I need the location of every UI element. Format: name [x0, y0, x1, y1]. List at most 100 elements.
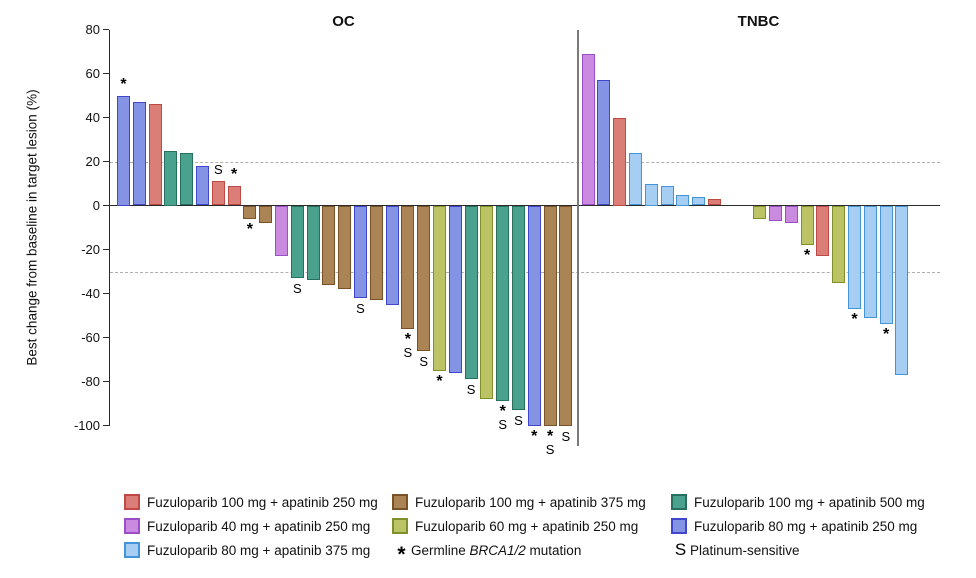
brca-mutation-mark: *	[246, 220, 253, 238]
legend-label: Fuzuloparib 40 mg + apatinib 250 mg	[147, 518, 371, 534]
bar	[676, 194, 690, 206]
y-axis-tick-label: 20	[85, 153, 100, 169]
bar	[628, 152, 642, 206]
platinum-sensitive-mark: S	[561, 428, 571, 444]
bar	[769, 205, 782, 221]
group-title-oc: OC	[332, 13, 355, 30]
y-axis-tick	[102, 292, 109, 295]
y-axis-tick-label: 40	[85, 109, 100, 125]
legend-label: Fuzuloparib 100 mg + apatinib 375 mg	[415, 494, 646, 510]
bar	[559, 205, 573, 426]
brca-mutation-mark: *	[230, 165, 238, 183]
bar	[369, 205, 383, 301]
bar	[275, 205, 288, 257]
bar	[401, 205, 415, 329]
legend: Fuzuloparib 100 mg + apatinib 250 mg Fuzu…	[0, 482, 976, 566]
legend-label: Fuzuloparib 100 mg + apatinib 250 mg	[147, 494, 378, 510]
bar	[753, 205, 767, 219]
bar	[417, 205, 431, 351]
bar	[707, 198, 721, 206]
brca-mutation-mark: *	[851, 310, 858, 328]
y-axis-tick	[102, 28, 109, 31]
brca-mutation-mark: *	[531, 427, 538, 445]
legend-item: Fuzuloparib 100 mg + apatinib 500 mg	[671, 490, 925, 514]
bar	[863, 205, 877, 318]
legend-item: * Germline BRCA1/2 mutation	[392, 538, 582, 567]
legend-swatch	[392, 518, 408, 534]
brca-mutation-mark: * S	[403, 330, 413, 360]
bar	[644, 183, 658, 206]
legend-item: Fuzuloparib 80 mg + apatinib 250 mg	[671, 514, 917, 538]
y-axis-tick	[102, 424, 109, 427]
bar	[879, 205, 893, 325]
reference-line	[110, 271, 940, 273]
bar	[385, 205, 399, 305]
platinum-sensitive-mark: S	[419, 353, 429, 369]
bar	[338, 205, 352, 290]
bar	[132, 102, 146, 206]
bar	[800, 205, 814, 246]
y-axis-tick-label: 60	[85, 65, 100, 81]
y-axis-tick	[102, 204, 109, 207]
y-axis-tick	[102, 72, 109, 75]
legend-swatch	[124, 518, 140, 534]
bar	[354, 205, 367, 298]
platinum-sensitive-mark: S	[292, 281, 302, 297]
legend-item: Fuzuloparib 100 mg + apatinib 250 mg	[124, 490, 378, 514]
x-axis	[110, 204, 940, 207]
bar	[816, 205, 830, 257]
brca-mutation-mark: * S	[498, 403, 508, 433]
y-axis-tick	[102, 336, 109, 339]
y-axis-tick	[102, 160, 109, 163]
bar	[243, 205, 257, 219]
y-axis	[108, 29, 110, 426]
legend-item: S Platinum-sensitive	[671, 538, 800, 562]
bar	[581, 53, 595, 206]
y-axis-tick	[102, 116, 109, 119]
y-axis-tick	[102, 380, 109, 383]
legend-label: Fuzuloparib 100 mg + apatinib 500 mg	[694, 494, 925, 510]
y-axis-label: Best change from baseline in target lesi…	[24, 89, 40, 366]
legend-item: Fuzuloparib 40 mg + apatinib 250 mg	[124, 514, 370, 538]
group-divider	[577, 29, 579, 446]
brca-mutation-mark: *	[882, 326, 890, 344]
bar	[597, 80, 611, 206]
bar	[496, 205, 510, 402]
legend-swatch	[671, 518, 687, 534]
bar	[512, 205, 525, 411]
bar	[180, 152, 194, 206]
platinum-sensitive-mark: S	[213, 162, 223, 178]
legend-swatch	[392, 494, 408, 510]
legend-label: Platinum-sensitive	[690, 542, 800, 558]
y-axis-tick-label: -80	[81, 373, 100, 389]
bar	[227, 185, 241, 206]
bar	[306, 205, 320, 281]
legend-item: Fuzuloparib 80 mg + apatinib 375 mg	[124, 538, 370, 562]
bar	[211, 181, 225, 206]
y-axis-tick-label: -40	[81, 285, 100, 301]
bar	[448, 205, 462, 373]
bar	[480, 205, 494, 400]
legend-swatch	[124, 494, 140, 510]
brca-mutation-mark: *	[436, 372, 443, 390]
brca-mutation-mark: *	[803, 247, 811, 265]
bar	[148, 104, 162, 206]
y-axis-tick-label: 80	[85, 21, 100, 37]
legend-label: Germline BRCA1/2 mutation	[411, 542, 582, 558]
bar	[322, 205, 336, 285]
bar	[660, 185, 674, 206]
legend-item: Fuzuloparib 60 mg + apatinib 250 mg	[392, 514, 638, 538]
y-axis-tick-label: -20	[81, 241, 100, 257]
bar	[290, 205, 304, 279]
platinum-sensitive-mark: S	[514, 413, 523, 429]
bar	[464, 205, 478, 380]
platinum-sensitive-mark: S	[356, 300, 365, 316]
bar	[196, 165, 209, 206]
y-axis-tick	[102, 248, 109, 251]
bar	[164, 150, 178, 206]
group-title-tnbc: TNBC	[737, 13, 780, 30]
legend-label: Fuzuloparib 80 mg + apatinib 375 mg	[147, 542, 371, 558]
bar	[895, 205, 909, 375]
bar	[692, 196, 706, 206]
bar	[543, 205, 557, 426]
